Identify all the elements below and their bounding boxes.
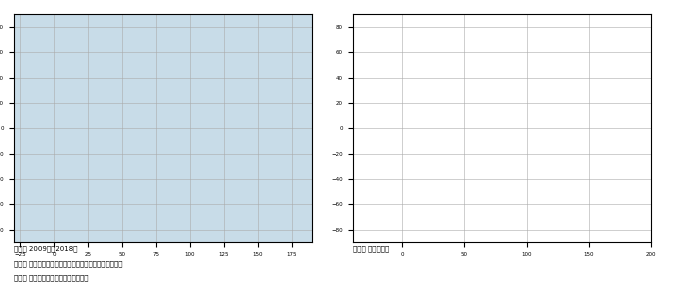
- Text: （注） 2009年～2018年: （注） 2009年～2018年: [14, 246, 77, 253]
- Text: 出典） 気象庁資料: 出典） 気象庁資料: [353, 246, 388, 253]
- Text: 出典） アメリカ地質調査所の震源データより気象庁作成: 出典） アメリカ地質調査所の震源データより気象庁作成: [14, 260, 122, 267]
- Text: 資料） 内閣府「令和元年版防災白書」: 資料） 内閣府「令和元年版防災白書」: [14, 274, 88, 281]
